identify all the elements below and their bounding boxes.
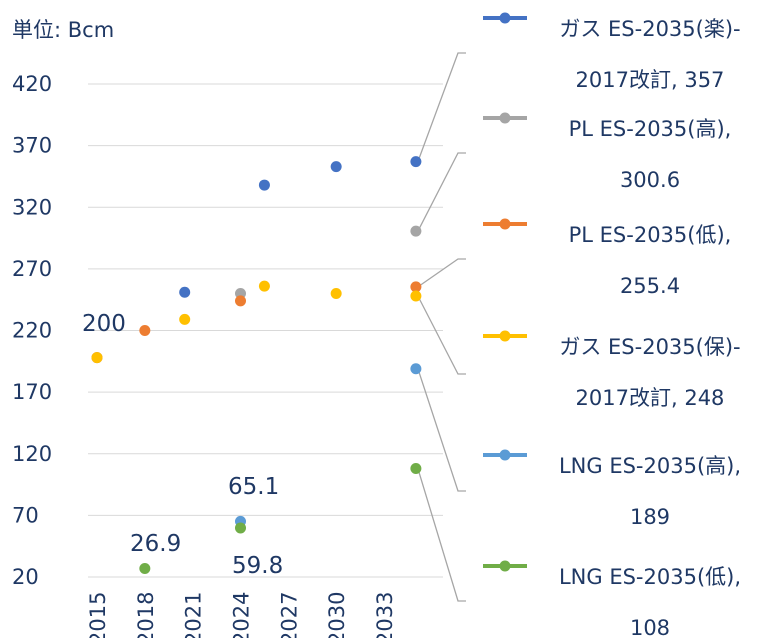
- data-point: [410, 363, 422, 375]
- legend-leader-line: [417, 295, 466, 375]
- x-tick-label: 2024: [230, 592, 254, 638]
- y-tick-label: 420: [12, 72, 52, 96]
- data-point: [179, 313, 191, 325]
- y-tick-label: 220: [12, 319, 52, 343]
- data-label: 65.1: [228, 474, 279, 500]
- data-point: [258, 179, 270, 191]
- data-point: [139, 325, 151, 336]
- data-points: [91, 156, 422, 574]
- legend-marker-dot: [499, 449, 511, 461]
- legend-label-line2: 108: [630, 616, 670, 638]
- data-label: 200: [82, 311, 126, 337]
- legend-marker-dot: [499, 112, 511, 124]
- y-tick-label: 170: [12, 380, 52, 404]
- data-point: [410, 281, 422, 293]
- legend-label-line2: 300.6: [620, 168, 680, 192]
- data-point: [410, 156, 422, 168]
- legend-leader-line: [417, 258, 466, 288]
- legend-label-line2: 189: [630, 505, 670, 529]
- data-point: [410, 463, 422, 475]
- legend-label-line2: 2017改訂, 357: [576, 68, 725, 92]
- legend-label-line1: LNG ES-2035(低),: [559, 565, 741, 589]
- legend-leader-line: [417, 368, 466, 492]
- data-point: [330, 161, 342, 173]
- y-tick-labels: 20 70 120 170 220 270 320 370 420: [12, 72, 52, 589]
- data-point: [235, 522, 247, 534]
- legend-label-line2: 255.4: [620, 274, 680, 298]
- x-tick-labels: 2015 2018 2021 2024 2027 2030 2033: [86, 592, 397, 638]
- legend-label-line1: PL ES-2035(高),: [569, 117, 732, 141]
- data-point: [235, 295, 247, 307]
- y-tick-label: 270: [12, 257, 52, 281]
- x-tick-label: 2033: [373, 592, 397, 638]
- legend-label-line1: ガス ES-2035(楽)-: [559, 17, 740, 41]
- legend-leader-line: [417, 152, 466, 232]
- data-label: 59.8: [232, 553, 283, 579]
- legend-marker-dot: [499, 330, 511, 342]
- legend-leader-line: [417, 468, 466, 602]
- x-tick-label: 2018: [134, 592, 158, 638]
- legend-marker-dot: [499, 560, 511, 572]
- data-point: [91, 352, 103, 364]
- unit-label: 単位: Bcm: [12, 18, 114, 42]
- y-tick-label: 20: [12, 565, 39, 589]
- x-tick-label: 2030: [325, 592, 349, 638]
- data-point: [139, 562, 151, 574]
- y-tick-label: 70: [12, 503, 39, 527]
- data-point: [258, 280, 270, 292]
- legend: ガス ES-2035(楽)- 2017改訂, 357 PL ES-2035(高), 3…: [483, 12, 741, 638]
- data-point: [410, 225, 422, 237]
- legend-label-line1: PL ES-2035(低),: [569, 223, 732, 247]
- x-tick-label: 2015: [86, 592, 110, 638]
- data-label: 26.9: [130, 531, 181, 557]
- legend-leader-lines: [417, 52, 466, 602]
- x-tick-label: 2027: [277, 592, 301, 638]
- legend-leader-line: [417, 52, 466, 162]
- legend-marker-dot: [499, 12, 511, 24]
- data-point: [330, 288, 342, 300]
- legend-label-line1: LNG ES-2035(高),: [559, 454, 741, 478]
- x-tick-label: 2021: [182, 592, 206, 638]
- data-point: [410, 290, 422, 302]
- data-labels: 200 26.9 65.1 59.8: [82, 311, 283, 579]
- y-tick-label: 370: [12, 134, 52, 158]
- data-point: [179, 286, 191, 298]
- y-tick-label: 120: [12, 442, 52, 466]
- y-tick-label: 320: [12, 195, 52, 219]
- legend-label-line1: ガス ES-2035(保)-: [559, 335, 740, 359]
- legend-label-line2: 2017改訂, 248: [576, 386, 725, 410]
- legend-marker-dot: [499, 218, 511, 230]
